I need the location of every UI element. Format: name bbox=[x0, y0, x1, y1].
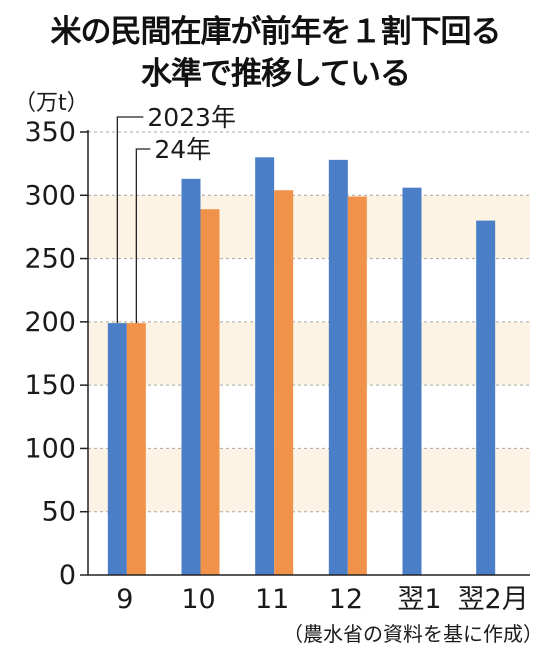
legend-leader-2024 bbox=[135, 148, 151, 324]
y-tick-label: 300 bbox=[24, 180, 76, 211]
y-tick-label: 0 bbox=[59, 560, 76, 591]
bar-2023 bbox=[328, 159, 348, 576]
x-tick-label: 12 bbox=[329, 584, 363, 615]
bars bbox=[107, 157, 496, 576]
bar-2024 bbox=[200, 209, 220, 576]
bar-2024 bbox=[126, 323, 146, 575]
plot-band bbox=[88, 448, 530, 512]
y-tick-label: 50 bbox=[42, 497, 76, 528]
y-tick-label: 200 bbox=[24, 307, 76, 338]
x-tick-label: 9 bbox=[116, 584, 133, 615]
y-tick-label: 350 bbox=[24, 117, 76, 148]
bar-2024 bbox=[274, 190, 294, 576]
source-note: （農水省の資料を基に作成） bbox=[283, 622, 543, 646]
chart-title-line-1: 米の民間在庫が前年を１割下回る bbox=[50, 14, 502, 50]
legend-label-2024: 24年 bbox=[154, 135, 211, 164]
x-tick-label: 翌2月 bbox=[458, 584, 529, 615]
plot-band bbox=[88, 321, 530, 386]
legend-label-2023: 2023年 bbox=[147, 103, 236, 132]
gridlines bbox=[80, 131, 530, 576]
x-tick-label: 10 bbox=[181, 584, 215, 615]
y-tick-label: 100 bbox=[24, 433, 76, 464]
x-tick-labels: 9 10 11 12 翌1 翌2月 bbox=[116, 584, 529, 615]
bar-2023 bbox=[402, 187, 422, 576]
y-tick-label: 150 bbox=[24, 370, 76, 401]
bar-2023 bbox=[476, 220, 496, 575]
x-tick-label: 翌1 bbox=[397, 584, 441, 615]
axes bbox=[87, 130, 530, 576]
legend-leader-2023 bbox=[116, 116, 144, 324]
plot-bands bbox=[88, 195, 530, 512]
chart-title-line-2: 水準で推移している bbox=[140, 56, 411, 92]
bar-2024 bbox=[347, 196, 367, 575]
bar-2023 bbox=[107, 323, 127, 575]
bar-2023 bbox=[181, 178, 201, 575]
plot-band bbox=[88, 195, 530, 259]
y-tick-label: 250 bbox=[24, 244, 76, 275]
bar-2023 bbox=[255, 157, 275, 576]
legend: 2023年 24年 bbox=[116, 103, 236, 324]
y-axis-unit-label: （万t） bbox=[14, 91, 89, 116]
y-tick-labels: 0 50 100 150 200 250 300 350 bbox=[24, 117, 76, 591]
x-tick-label: 11 bbox=[255, 584, 289, 615]
